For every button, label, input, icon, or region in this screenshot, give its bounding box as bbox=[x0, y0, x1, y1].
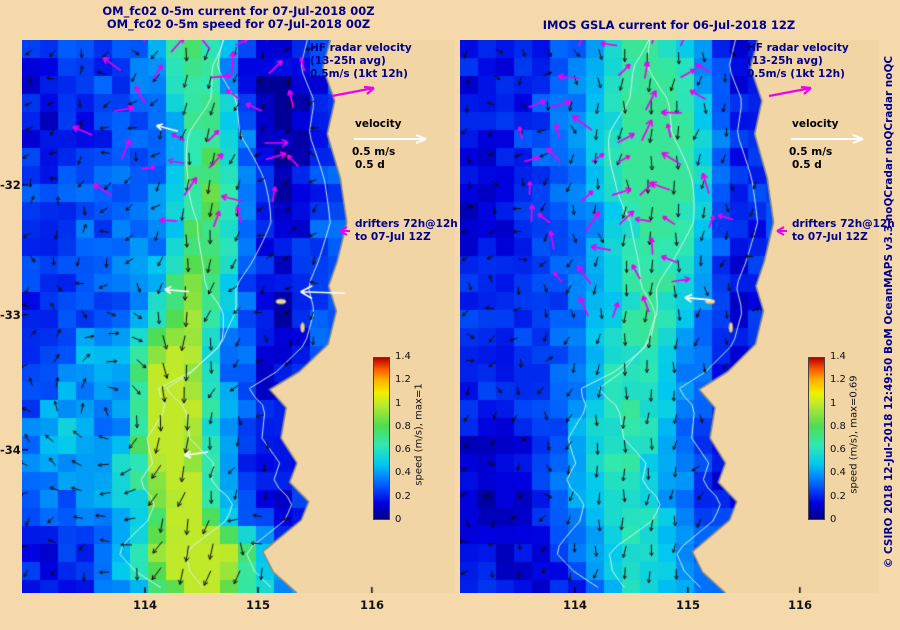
colorbar-tick: 1.4 bbox=[395, 351, 411, 362]
hf-radar-arrow-icon bbox=[331, 85, 375, 98]
colorbar-tick: 0.8 bbox=[395, 421, 411, 432]
hf-legend-line1: HF radar velocity bbox=[747, 42, 849, 54]
lon-label-115: 115 bbox=[675, 598, 700, 612]
colorbar-tick: 1.2 bbox=[830, 374, 846, 385]
lon-label-114: 114 bbox=[562, 598, 587, 612]
colorbar-gradient bbox=[373, 357, 390, 520]
lon-label-116: 116 bbox=[359, 598, 384, 612]
colorbar-tick: 1 bbox=[395, 398, 402, 409]
colorbar-label: speed (m/s), max=0.69 bbox=[848, 375, 860, 494]
hf-radar-legend-right: HF radar velocity (13-25h avg) 0.5m/s (1… bbox=[747, 42, 897, 99]
hf-legend-line3: 0.5m/s (1kt 12h) bbox=[747, 68, 845, 80]
drifters-legend-line2: to 07-Jul 12Z bbox=[792, 231, 868, 243]
lon-label-114: 114 bbox=[132, 598, 157, 612]
lon-label-116: 116 bbox=[787, 598, 812, 612]
hf-legend-line2: (13-25h avg) bbox=[310, 55, 386, 67]
drifter-arrow-icon bbox=[339, 226, 350, 236]
credit-text: © CSIRO 2018 12-Jul-2018 12:49:50 BoM Oc… bbox=[883, 55, 895, 569]
colorbar-tick: 1.2 bbox=[395, 374, 411, 385]
panel-left-title-line1: OM_fc02 0-5m current for 07-Jul-2018 00Z bbox=[102, 4, 375, 18]
colorbar-tick: 0.8 bbox=[830, 421, 846, 432]
drifters-legend-line1: drifters 72h@12h bbox=[792, 218, 895, 230]
lat-label--34: -34 bbox=[0, 443, 21, 457]
colorbar-tick: 0.2 bbox=[395, 491, 411, 502]
hf-legend-line2: (13-25h avg) bbox=[747, 55, 823, 67]
velocity-legend-left: velocity 0.5 m/s 0.5 d bbox=[352, 118, 430, 172]
colorbar-tick: 0.2 bbox=[830, 491, 846, 502]
velocity-duration-label: 0.5 d bbox=[792, 159, 822, 171]
lat-label--32: -32 bbox=[0, 178, 21, 192]
velocity-scale-label: 0.5 m/s bbox=[789, 146, 833, 158]
velocity-legend-label: velocity bbox=[792, 118, 839, 130]
hf-legend-line3: 0.5m/s (1kt 12h) bbox=[310, 68, 408, 80]
velocity-legend-label: velocity bbox=[355, 118, 402, 130]
velocity-legend-right: velocity 0.5 m/s 0.5 d bbox=[789, 118, 867, 172]
drifters-legend-line2: to 07-Jul 12Z bbox=[355, 231, 431, 243]
colorbar-tick: 1 bbox=[830, 398, 837, 409]
colorbar-label: speed (m/s), max=1 bbox=[413, 383, 425, 486]
colorbar-right: 1.4 1.2 1 0.8 0.6 0.4 0.2 0 speed (m/s),… bbox=[808, 351, 880, 525]
panel-right-title-line1: IMOS GSLA current for 06-Jul-2018 12Z bbox=[542, 18, 796, 32]
drifter-arrow-icon bbox=[776, 226, 787, 236]
colorbar-tick: 0.4 bbox=[395, 467, 411, 478]
colorbar-left: 1.4 1.2 1 0.8 0.6 0.4 0.2 0 speed (m/s),… bbox=[373, 351, 445, 525]
colorbar-tick: 1.4 bbox=[830, 351, 846, 362]
colorbar-tick: 0 bbox=[395, 514, 402, 525]
drifters-legend-right: drifters 72h@12h to 07-Jul 12Z bbox=[773, 218, 895, 244]
panel-right-title: IMOS GSLA current for 06-Jul-2018 12Z bbox=[460, 19, 878, 32]
drifters-legend-line1: drifters 72h@12h bbox=[355, 218, 458, 230]
drifters-legend-left: drifters 72h@12h to 07-Jul 12Z bbox=[336, 218, 458, 244]
colorbar-tick: 0.4 bbox=[830, 467, 846, 478]
velocity-duration-label: 0.5 d bbox=[355, 159, 385, 171]
hf-radar-legend-left: HF radar velocity (13-25h avg) 0.5m/s (1… bbox=[310, 42, 460, 99]
colorbar-tick: 0.6 bbox=[395, 444, 411, 455]
hf-radar-arrow-icon bbox=[768, 85, 812, 98]
colorbar-tick: 0.6 bbox=[830, 444, 846, 455]
colorbar-tick: 0 bbox=[830, 514, 837, 525]
velocity-arrow-icon bbox=[354, 134, 427, 144]
velocity-arrow-icon bbox=[791, 134, 864, 144]
velocity-scale-label: 0.5 m/s bbox=[352, 146, 396, 158]
lat-label--33: -33 bbox=[0, 308, 21, 322]
hf-legend-line1: HF radar velocity bbox=[310, 42, 412, 54]
panel-left-title: OM_fc02 0-5m current for 07-Jul-2018 00Z… bbox=[22, 5, 455, 31]
panel-left-title-line2: OM_fc02 0-5m speed for 07-Jul-2018 00Z bbox=[106, 17, 371, 31]
lon-label-115: 115 bbox=[245, 598, 270, 612]
colorbar-gradient bbox=[808, 357, 825, 520]
